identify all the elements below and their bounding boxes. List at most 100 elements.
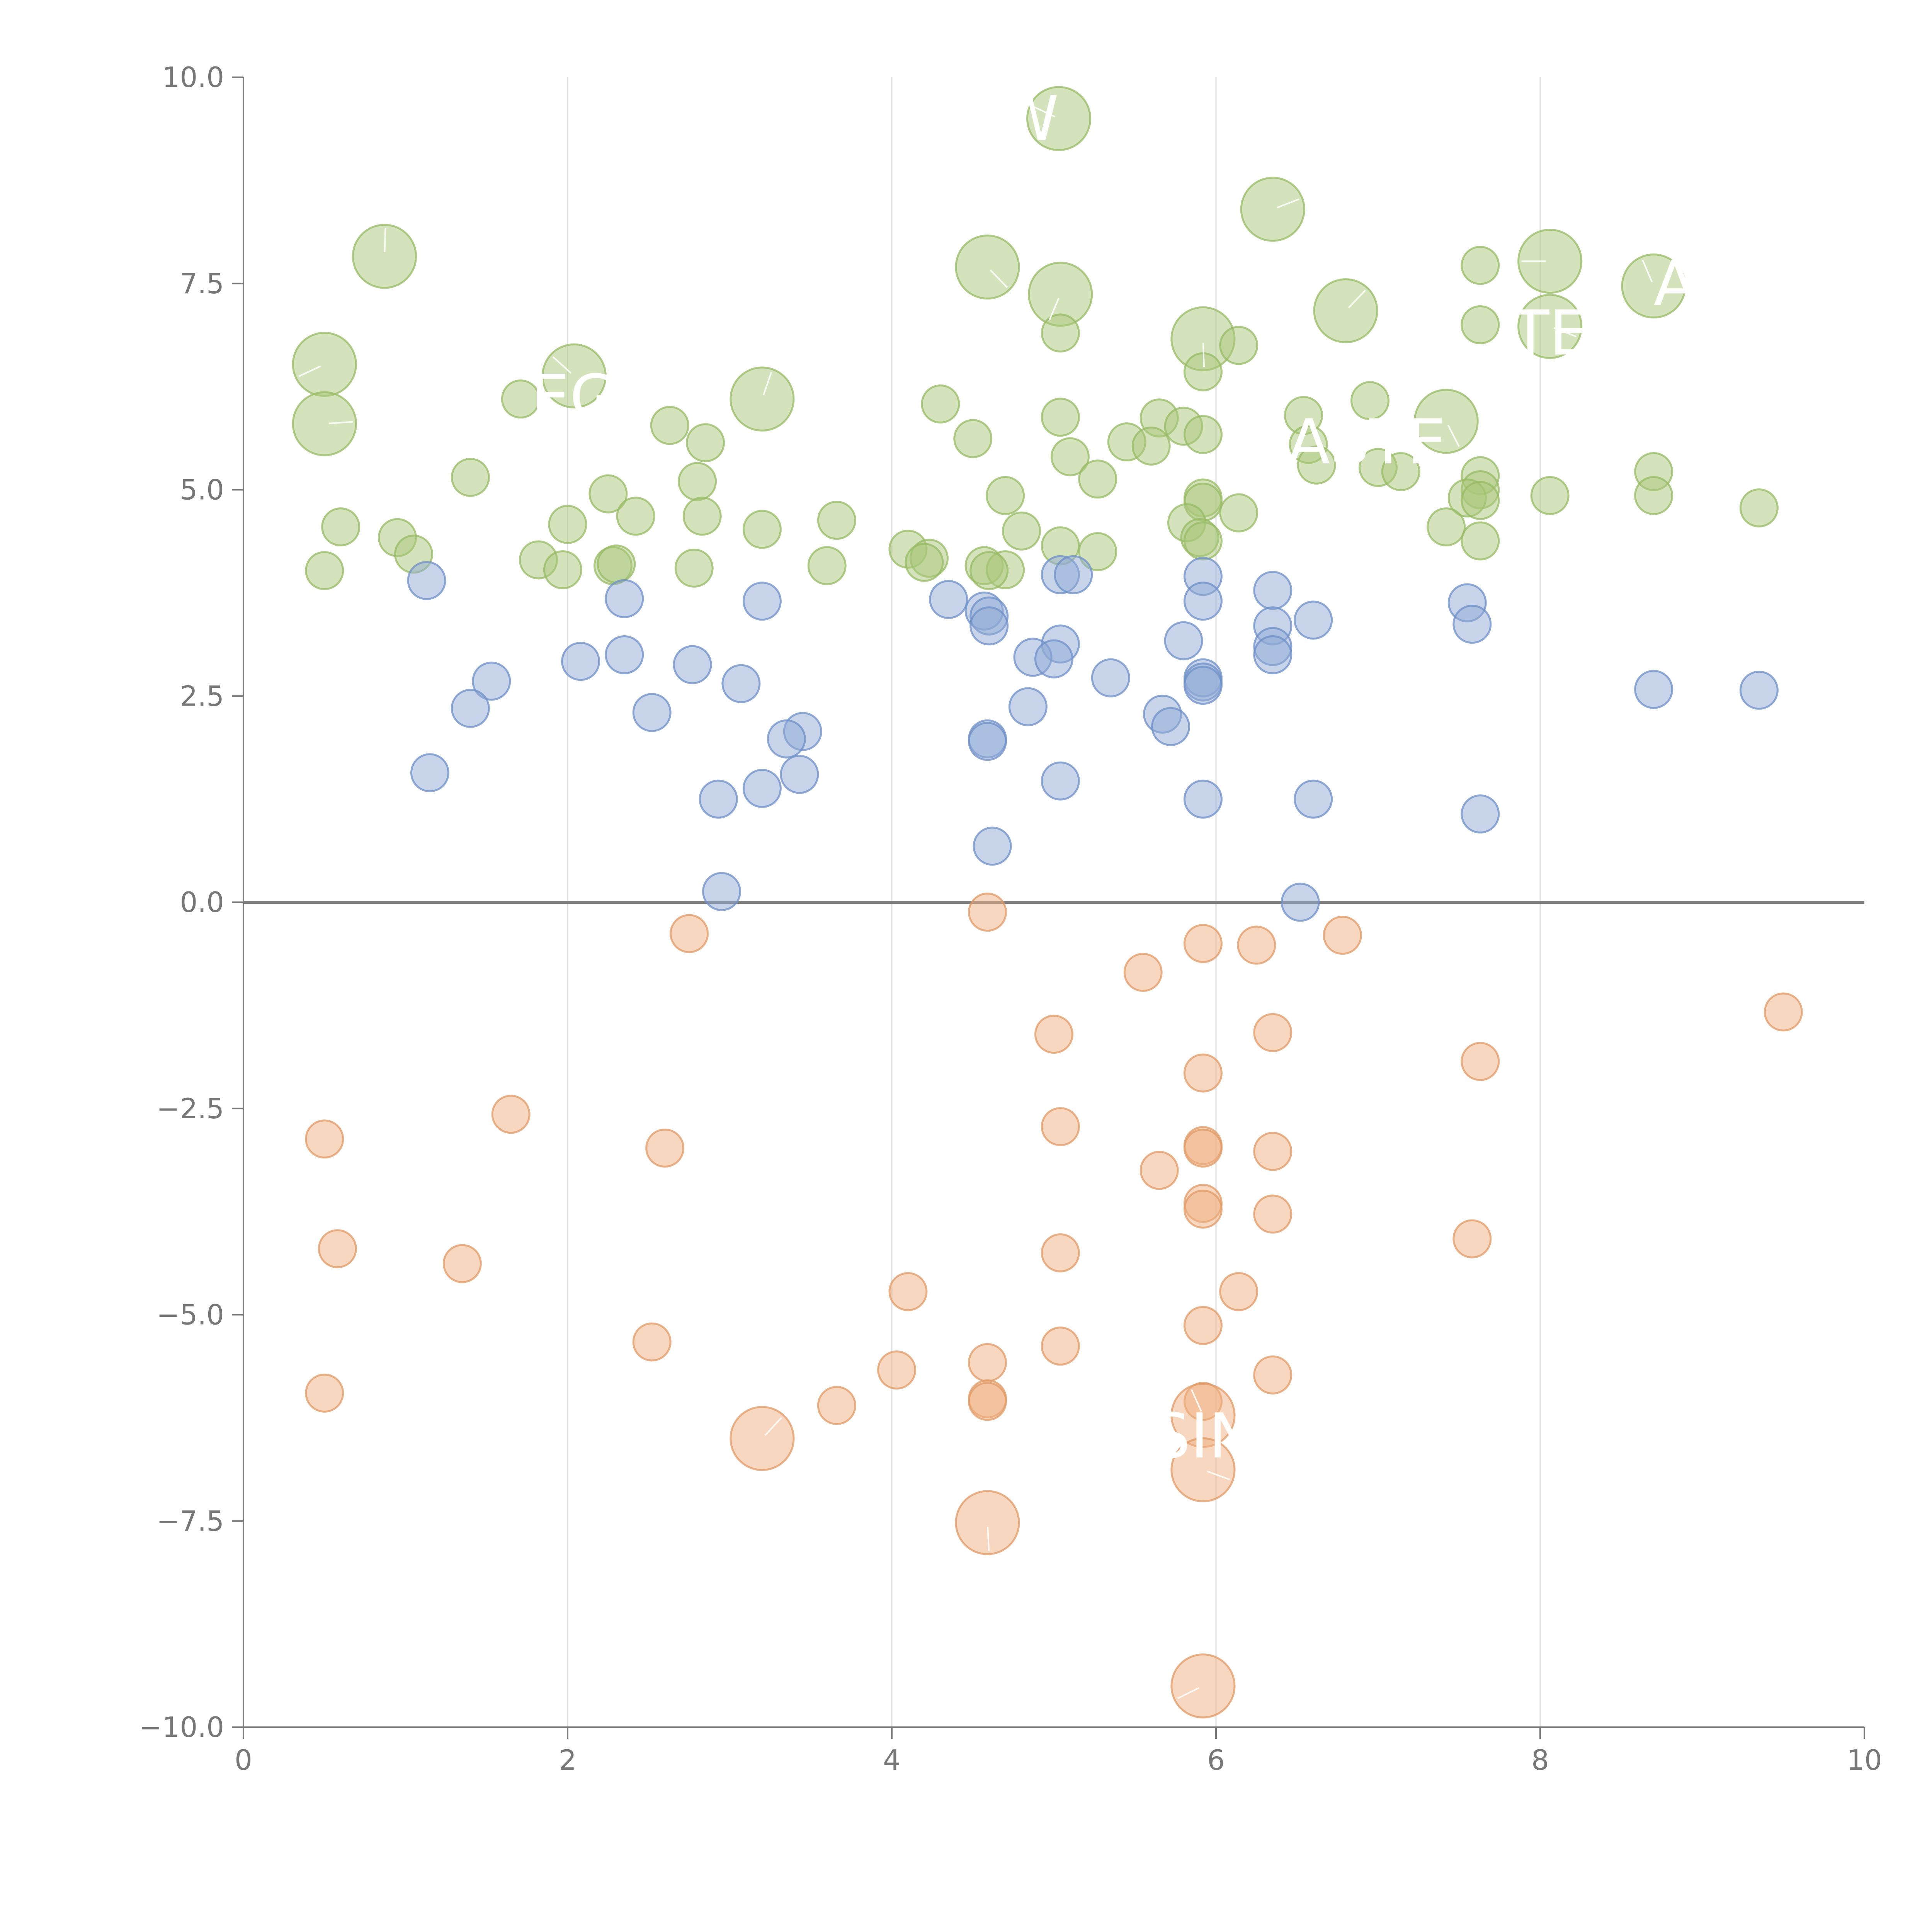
leader-line	[328, 421, 353, 424]
y-tick-label: 2.5	[180, 680, 224, 712]
green-bubble	[1041, 398, 1080, 437]
green-bubble	[1078, 459, 1117, 499]
green-bubble	[1517, 229, 1583, 294]
orange-bubble	[632, 1322, 672, 1362]
blue-bubble	[1183, 582, 1223, 621]
orange-bubble	[1183, 924, 1223, 963]
blue-bubble	[780, 755, 819, 794]
green-bubble	[1634, 476, 1673, 515]
orange-bubble	[877, 1350, 917, 1390]
blue-bubble	[969, 606, 1009, 646]
y-tick-label: −10.0	[139, 1711, 224, 1743]
green-bubble	[682, 497, 722, 536]
leader-lines	[298, 105, 1653, 1699]
green-bubble	[616, 497, 655, 536]
word-label: EG	[531, 361, 617, 434]
blue-bubble	[721, 664, 761, 703]
y-tick-label: 10.0	[162, 61, 224, 94]
green-bubble	[730, 366, 795, 432]
word-label: TE	[1511, 297, 1588, 369]
orange-bubble	[1034, 1015, 1073, 1054]
green-bubble	[541, 343, 607, 408]
orange-bubble	[305, 1119, 344, 1159]
blue-bubble	[1151, 707, 1190, 746]
y-tick-label: 0.0	[180, 886, 224, 918]
orange-bubble	[968, 1343, 1007, 1382]
green-bubble	[921, 384, 960, 423]
green-bubble	[1219, 326, 1259, 365]
green-bubble	[1313, 278, 1378, 344]
leader-line	[1048, 298, 1060, 321]
x-tick-label: 2	[559, 1744, 577, 1776]
blue-bubble	[767, 719, 806, 759]
green-bubble	[588, 474, 628, 514]
green-bubble	[953, 419, 993, 458]
green-bubble	[1461, 305, 1500, 344]
green-bubble	[1002, 511, 1041, 551]
blue-bubble	[605, 635, 644, 674]
green-bubble	[1517, 294, 1583, 359]
orange-bubble	[1237, 925, 1276, 965]
blue-bubble	[451, 689, 490, 728]
bubbles	[292, 86, 1803, 1719]
green-bubble	[1240, 177, 1305, 242]
word-label: SIN	[1151, 1400, 1255, 1472]
orange-bubble	[1170, 1437, 1236, 1502]
y-axis-ticks: 10.0 7.5 5.0 2.5 0.0 −2.5 −5.0 −7.5 −10.0	[139, 61, 243, 1743]
word-label: ASTE	[1288, 406, 1446, 478]
orange-bubble	[1041, 1233, 1080, 1272]
green-bubble	[1078, 532, 1117, 571]
green-bubble	[1461, 521, 1500, 561]
green-bubble	[650, 406, 689, 445]
blue-bubble	[632, 693, 672, 732]
blue-bubble	[1452, 605, 1492, 644]
green-bubble	[1621, 253, 1686, 319]
orange-bubble	[1253, 1132, 1293, 1171]
leader-line	[384, 228, 386, 252]
leader-line	[764, 1417, 782, 1436]
green-bubble	[1461, 481, 1500, 520]
blue-bubble	[968, 722, 1007, 761]
green-bubble	[501, 379, 540, 419]
leader-line	[1553, 327, 1577, 337]
green-bubble	[321, 507, 361, 547]
leader-line	[1190, 1389, 1202, 1412]
blue-bubble	[1183, 779, 1223, 819]
blue-bubble	[410, 753, 449, 793]
blue-bubble	[1253, 635, 1293, 674]
y-tick-label: −7.5	[156, 1505, 224, 1537]
leader-line	[1642, 259, 1653, 282]
orange-bubble	[1170, 1653, 1236, 1719]
leader-line	[1348, 289, 1366, 308]
blue-bubble	[1253, 571, 1293, 610]
green-bubble	[1050, 437, 1090, 476]
green-bubble	[1461, 246, 1500, 285]
leader-line	[987, 1527, 990, 1551]
green-bubble	[1350, 381, 1390, 420]
green-bubble	[742, 510, 782, 549]
orange-bubble	[1041, 1107, 1080, 1146]
orange-bubble	[817, 1386, 856, 1425]
blue-bubble	[699, 779, 738, 819]
orange-bubble	[1323, 915, 1362, 955]
blue-bubble	[472, 662, 511, 701]
y-tick-label: −2.5	[156, 1092, 224, 1125]
blue-bubble	[407, 561, 446, 600]
leader-line	[1447, 425, 1460, 447]
orange-bubble	[888, 1272, 928, 1311]
orange-bubble	[1253, 1355, 1293, 1395]
green-bubble	[905, 543, 944, 582]
green-bubble	[1219, 493, 1259, 532]
green-bubble	[1026, 86, 1092, 151]
green-bubble	[817, 500, 856, 540]
orange-bubble	[318, 1229, 357, 1269]
y-tick-label: 7.5	[180, 267, 224, 300]
orange-bubble	[1219, 1272, 1259, 1311]
orange-bubble	[1461, 1042, 1500, 1081]
green-bubble	[305, 551, 344, 590]
orange-bubble	[1253, 1013, 1293, 1052]
blue-bubble	[1041, 761, 1080, 801]
word-labels: OW EG ASTE TE A SIN	[531, 82, 1696, 1472]
orange-bubble	[955, 1490, 1020, 1555]
